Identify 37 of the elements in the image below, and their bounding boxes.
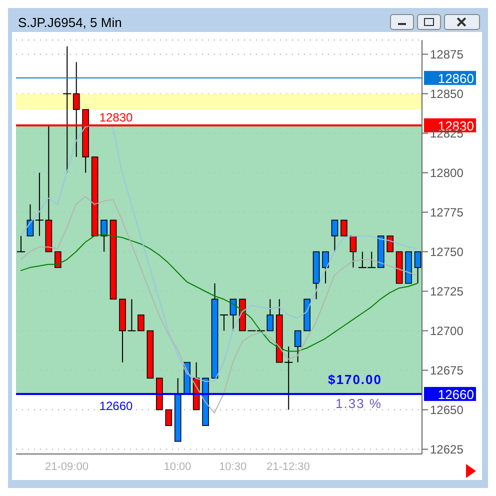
chart-title: S.JP.J6954, 5 Min <box>17 14 122 30</box>
y-tick-label: 12750 <box>430 245 464 259</box>
candlestick <box>165 409 172 426</box>
line-series <box>20 196 418 414</box>
candlestick <box>340 220 348 236</box>
x-tick-label: 21-12:30 <box>266 460 310 473</box>
y-tick-label: 12650 <box>430 403 464 418</box>
candlestick <box>414 251 422 284</box>
x-tick-label: 21-09:00 <box>45 460 88 473</box>
candlestick <box>294 330 302 363</box>
candlestick <box>138 314 144 332</box>
candlestick <box>26 204 34 236</box>
candlestick <box>230 298 237 332</box>
ref-line-label: 12860 <box>438 70 474 86</box>
candlestick <box>386 236 394 252</box>
candlestick <box>220 314 228 332</box>
y-tick-label: 12675 <box>430 364 464 378</box>
y-tick-label: 12775 <box>430 205 464 220</box>
annotation: 1.33 % <box>336 396 382 411</box>
candlestick <box>54 251 62 268</box>
ref-line-label: 12830 <box>99 110 134 124</box>
y-tick-label: 12875 <box>430 47 464 62</box>
text: 12660 <box>438 386 474 402</box>
ref-line-label: 12660 <box>99 398 134 413</box>
candlestick <box>100 220 108 252</box>
x-tick-label: 10:30 <box>219 460 247 473</box>
candlestick <box>16 235 26 252</box>
y-tick-label: 12850 <box>430 86 464 101</box>
candlestick <box>322 251 329 284</box>
y-tick-label: 12800 <box>430 166 464 180</box>
y-tick-label: 12725 <box>430 284 464 299</box>
candlestick <box>350 235 357 268</box>
annotation: $170.00 <box>328 372 382 387</box>
x-tick-label: 10:00 <box>164 460 192 473</box>
candlestick <box>331 220 338 252</box>
y-tick-label: 12700 <box>430 324 464 338</box>
y-tick-label: 12625 <box>430 442 464 457</box>
